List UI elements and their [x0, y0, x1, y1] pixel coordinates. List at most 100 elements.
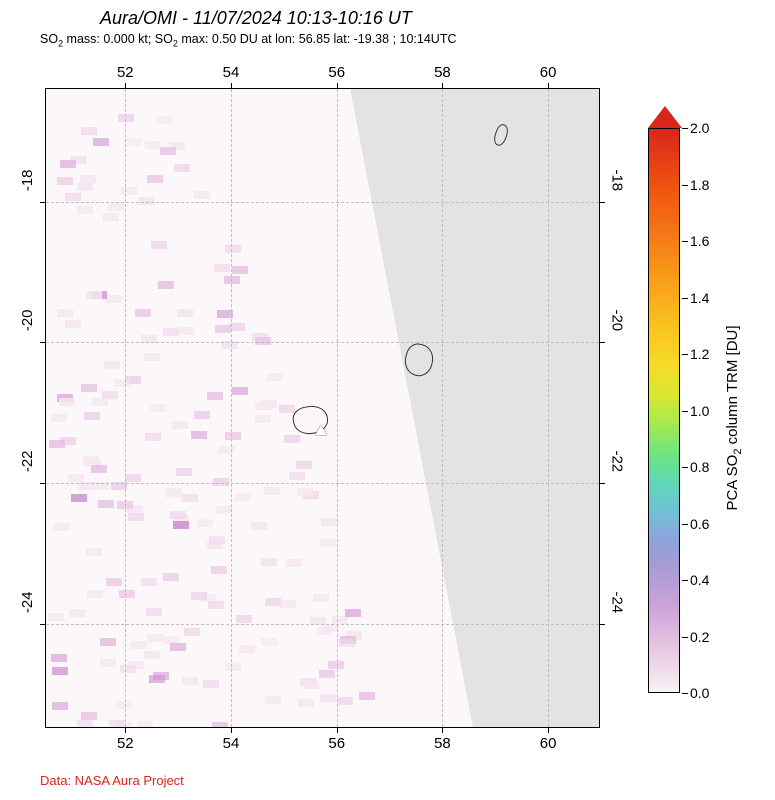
data-pixel — [289, 472, 305, 480]
y-tick-label: -24 — [609, 591, 626, 613]
tick-mark — [442, 727, 443, 733]
gridline-v — [548, 89, 549, 727]
data-pixel — [225, 432, 241, 440]
data-pixel — [359, 692, 375, 700]
tick-mark — [548, 83, 549, 89]
tick-mark — [125, 83, 126, 89]
data-pixel — [176, 468, 192, 476]
volcano-triangle-icon — [315, 425, 327, 435]
data-pixel — [160, 147, 176, 155]
data-pixel — [151, 241, 167, 249]
data-pixel — [77, 206, 93, 214]
data-pixel — [163, 573, 179, 581]
colorbar-tick-label: 0.8 — [690, 459, 709, 475]
data-pixel — [69, 609, 85, 617]
data-pixel — [191, 431, 207, 439]
data-pixel — [108, 203, 124, 211]
data-pixel — [182, 677, 198, 685]
data-pixel — [261, 400, 277, 408]
data-pixel — [166, 490, 182, 498]
attribution-text: Data: NASA Aura Project — [40, 773, 184, 788]
tick-mark — [125, 727, 126, 733]
data-pixel — [234, 493, 250, 501]
tick-mark — [40, 342, 46, 343]
figure-container: Aura/OMI - 11/07/2024 10:13-10:16 UT SO2… — [0, 0, 775, 800]
data-pixel — [52, 667, 68, 675]
data-pixel — [80, 175, 96, 183]
data-pixel — [286, 559, 302, 567]
data-pixel — [77, 720, 93, 727]
gridline-h — [46, 483, 599, 484]
y-tick-label: -20 — [19, 310, 36, 332]
data-pixel — [81, 127, 97, 135]
tick-mark — [599, 483, 605, 484]
data-pixel — [182, 494, 198, 502]
subtitle-max: max: 0.50 DU at lon: 56.85 lat: -19.38 ;… — [178, 32, 457, 46]
data-pixel — [255, 415, 271, 423]
data-pixel — [225, 663, 241, 671]
colorbar-tick-label: 1.0 — [690, 403, 709, 419]
x-tick-label: 56 — [328, 735, 345, 752]
data-pixel — [54, 523, 70, 531]
data-pixel — [51, 414, 67, 422]
data-pixel — [137, 721, 153, 727]
tick-mark — [599, 624, 605, 625]
data-pixel — [48, 613, 64, 621]
data-pixel — [60, 160, 76, 168]
x-tick-label: 54 — [223, 735, 240, 752]
data-pixel — [265, 696, 281, 704]
data-pixel — [57, 309, 73, 317]
data-pixel — [158, 281, 174, 289]
tick-mark — [231, 727, 232, 733]
data-pixel — [145, 141, 161, 149]
data-pixel — [184, 628, 200, 636]
tick-mark — [231, 83, 232, 89]
data-pixel — [121, 187, 137, 195]
data-pixel — [328, 661, 344, 669]
tick-mark — [599, 202, 605, 203]
data-pixel — [214, 264, 230, 272]
data-pixel — [296, 461, 312, 469]
colorbar-tick — [682, 411, 688, 412]
colorbar-tick-label: 2.0 — [690, 120, 709, 136]
data-pixel — [125, 138, 141, 146]
tick-mark — [548, 727, 549, 733]
data-pixel — [106, 295, 122, 303]
y-tick-label: -18 — [609, 169, 626, 191]
data-pixel — [98, 500, 114, 508]
data-pixel — [267, 373, 283, 381]
figure-title: Aura/OMI - 11/07/2024 10:13-10:16 UT — [100, 8, 412, 29]
data-pixel — [131, 641, 147, 649]
colorbar-tick-label: 1.8 — [690, 177, 709, 193]
subtitle-so2: SO — [40, 32, 58, 46]
x-tick-label: 54 — [223, 64, 240, 81]
data-pixel — [280, 600, 296, 608]
data-pixel — [236, 615, 252, 623]
data-pixel — [86, 548, 102, 556]
data-pixel — [212, 722, 228, 727]
data-pixel — [177, 309, 193, 317]
data-pixel — [203, 680, 219, 688]
data-pixel — [104, 361, 120, 369]
data-pixel — [345, 609, 361, 617]
colorbar-tick — [682, 637, 688, 638]
tick-mark — [337, 83, 338, 89]
data-pixel — [337, 697, 353, 705]
data-pixel — [251, 522, 267, 530]
figure-subtitle: SO2 mass: 0.000 kt; SO2 max: 0.50 DU at … — [40, 32, 456, 49]
colorbar-tick — [682, 580, 688, 581]
data-pixel — [106, 578, 122, 586]
tick-mark — [442, 83, 443, 89]
data-pixel — [170, 511, 186, 519]
data-pixel — [261, 638, 277, 646]
y-tick-label: -18 — [19, 169, 36, 191]
data-pixel — [92, 398, 108, 406]
map-area — [46, 89, 599, 727]
data-pixel — [52, 702, 68, 710]
data-pixel — [119, 590, 135, 598]
data-pixel — [319, 670, 335, 678]
data-pixel — [320, 539, 336, 547]
x-tick-label: 52 — [117, 735, 134, 752]
data-pixel — [215, 325, 231, 333]
colorbar-tick-label: 1.6 — [690, 233, 709, 249]
